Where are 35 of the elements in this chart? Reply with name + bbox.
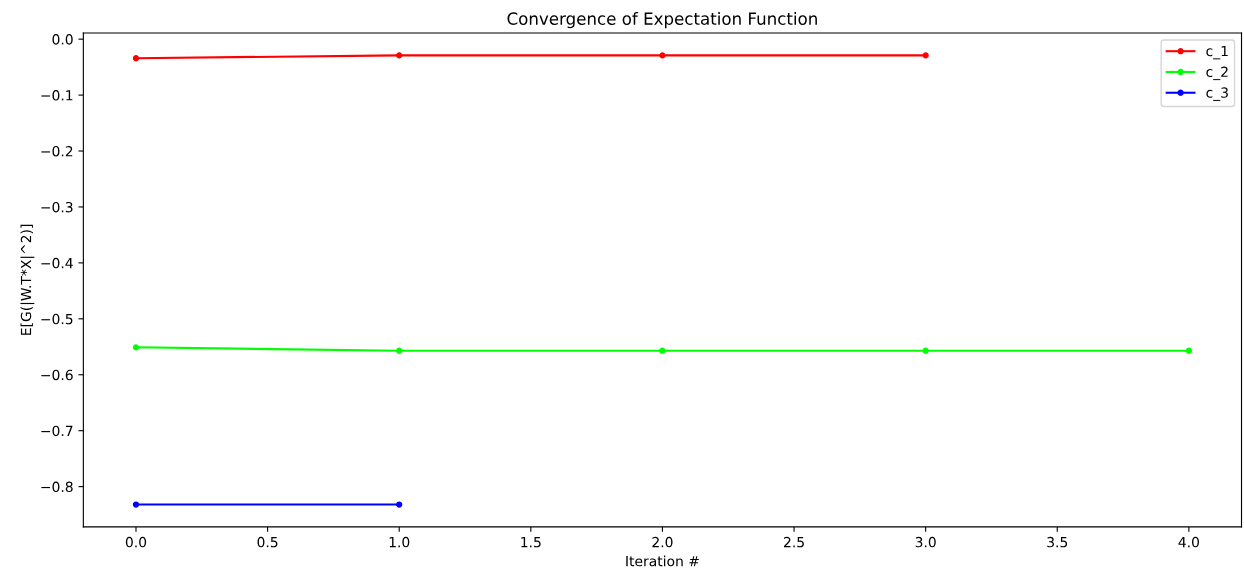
- x-tick-label: 1.0: [389, 536, 410, 548]
- x-tick-label: 0.0: [125, 536, 147, 548]
- y-tick-label: −0.7: [41, 425, 73, 437]
- point: [922, 52, 929, 59]
- y-tick-label: −0.1: [41, 90, 73, 101]
- x-axis-title: Iteration #: [626, 555, 699, 567]
- point: [132, 344, 140, 351]
- point: [396, 52, 403, 59]
- chart-title: Convergence of Expectation Function: [507, 12, 817, 29]
- legend-label: c_2: [1206, 66, 1228, 81]
- point: [922, 347, 929, 354]
- x-tick-label: 0.5: [257, 536, 278, 548]
- y-tick-label: 0.0: [52, 34, 73, 45]
- x-tick-label: 2.0: [652, 536, 673, 548]
- point: [132, 501, 140, 508]
- point: [659, 347, 666, 354]
- point: [396, 347, 403, 354]
- y-tick-label: −0.8: [41, 481, 73, 493]
- x-tick-label: 2.5: [784, 536, 804, 548]
- x-tick-label: 3.5: [1047, 536, 1068, 548]
- legend-label: c_1: [1206, 45, 1228, 60]
- point: [659, 52, 666, 59]
- y-axis-title: E[G(|W.T*X|^2)]: [20, 224, 35, 335]
- legend-label: c_3: [1206, 87, 1228, 101]
- y-tick-label: −0.6: [41, 369, 73, 381]
- x-tick-label: 3.0: [915, 536, 936, 548]
- x-tick-label: 4.0: [1178, 536, 1199, 548]
- point: [1185, 347, 1192, 354]
- point: [132, 55, 140, 62]
- y-tick-label: −0.2: [41, 145, 73, 157]
- point: [396, 501, 403, 508]
- y-tick-label: −0.5: [41, 313, 73, 325]
- x-tick-label: 1.5: [521, 537, 541, 548]
- y-tick-label: −0.4: [41, 257, 73, 269]
- y-tick-label: −0.3: [41, 201, 73, 213]
